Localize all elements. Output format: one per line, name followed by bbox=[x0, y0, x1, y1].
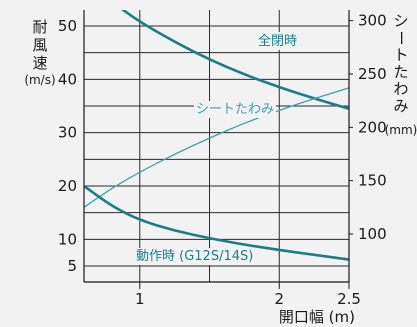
plot-frame bbox=[83, 10, 353, 289]
series-label-0: 全閉時 bbox=[258, 33, 297, 49]
y-right-title-char: ー bbox=[392, 30, 410, 45]
y-left-tick-label: 40 bbox=[58, 70, 77, 88]
y-left-title-char: 風 bbox=[32, 36, 47, 54]
tick-labels: 1 2 2.5 5 10 20 30 40 50 100 150 200 250 300 bbox=[58, 12, 387, 308]
series-line-1 bbox=[84, 87, 349, 208]
y-left-tick-label: 20 bbox=[58, 177, 77, 195]
axis-titles: 耐風速(m/s) シートたわみ (mm) 開口幅 (m) bbox=[24, 12, 417, 326]
y-right-unit: (mm) bbox=[385, 123, 417, 137]
series-layer bbox=[84, 10, 349, 261]
y-left-tick-label: 5 bbox=[67, 257, 77, 275]
y-left-title-char: 耐 bbox=[32, 18, 47, 36]
y-right-title-char: た bbox=[393, 63, 408, 81]
y-right-tick-label: 250 bbox=[358, 65, 387, 83]
y-left-unit: (m/s) bbox=[24, 73, 55, 87]
y-left-title-char: 速 bbox=[32, 54, 47, 72]
y-left-tick-label: 30 bbox=[58, 124, 77, 142]
series-line-0 bbox=[121, 10, 349, 110]
y-left-tick-label: 10 bbox=[58, 230, 77, 248]
x-tick-label: 1 bbox=[135, 290, 145, 308]
y-right-tick-label: 300 bbox=[358, 12, 387, 30]
series-line-2 bbox=[84, 184, 349, 261]
series-label-2: 動作時 (G12S/14S) bbox=[136, 249, 253, 264]
y-right-title-char: み bbox=[393, 97, 408, 115]
y-right-title-char: シ bbox=[393, 12, 408, 30]
y-right-title-char: わ bbox=[393, 80, 408, 98]
y-right-tick-label: 200 bbox=[358, 118, 387, 136]
y-left-tick-label: 50 bbox=[58, 17, 77, 35]
x-tick-label: 2.5 bbox=[337, 290, 361, 308]
x-axis-title: 開口幅 (m) bbox=[279, 308, 355, 326]
x-tick-label: 2 bbox=[274, 290, 284, 308]
series-label-1: シートたわみ bbox=[196, 102, 274, 117]
series-label-bg-1 bbox=[194, 101, 277, 118]
series-label-bg-0 bbox=[256, 32, 300, 50]
y-right-tick-label: 150 bbox=[358, 172, 387, 190]
y-right-title-char: ト bbox=[393, 46, 408, 64]
grid bbox=[84, 10, 350, 282]
series-label-bg-2 bbox=[134, 248, 256, 265]
y-right-tick-label: 100 bbox=[358, 225, 387, 243]
